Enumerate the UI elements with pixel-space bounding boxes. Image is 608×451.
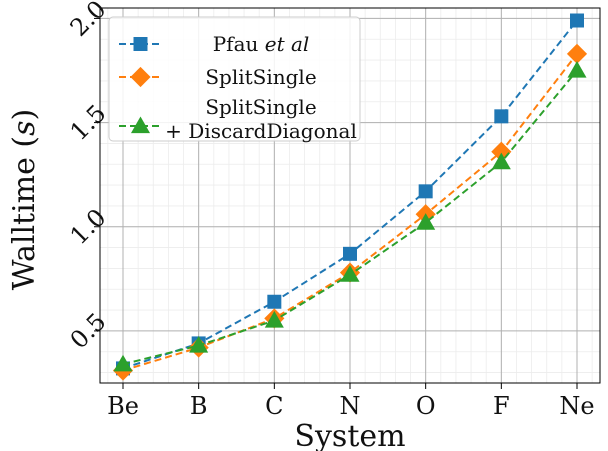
- x-tick-label: N: [340, 392, 361, 420]
- data-point: [340, 265, 360, 282]
- data-point: [343, 246, 357, 261]
- data-point: [113, 354, 133, 372]
- series-layer: [112, 13, 588, 381]
- y-tick-label: 0.5: [65, 308, 112, 355]
- data-point: [567, 60, 587, 78]
- legend-label: + DiscardDiagonal: [165, 119, 357, 143]
- x-tick-label: B: [190, 392, 208, 420]
- legend-label: SplitSingle: [205, 95, 316, 119]
- data-point: [267, 294, 282, 309]
- x-tick-label: Be: [107, 392, 139, 420]
- data-point: [264, 310, 284, 328]
- x-tick-label: O: [416, 392, 436, 420]
- x-tick-label: F: [493, 392, 510, 420]
- legend-label: Pfau et al: [213, 32, 310, 56]
- data-point: [416, 213, 436, 230]
- legend-label: SplitSingle: [205, 65, 316, 89]
- data-point: [566, 43, 588, 64]
- y-tick-label: 1.5: [65, 99, 112, 146]
- series-2: [113, 60, 587, 372]
- data-point: [189, 335, 209, 353]
- y-axis-label: Walltime (s): [7, 109, 42, 291]
- data-point: [418, 184, 433, 199]
- x-tick-label: C: [265, 392, 283, 420]
- x-axis-label: System: [294, 419, 405, 451]
- x-tick-label: Ne: [559, 392, 594, 420]
- y-tick-label: 1.0: [65, 203, 112, 250]
- legend-marker: [130, 116, 151, 134]
- legend-marker: [133, 37, 148, 51]
- data-point: [570, 13, 584, 28]
- data-point: [494, 109, 509, 124]
- legend-marker: [130, 66, 151, 88]
- y-tick-label: 2.0: [65, 0, 112, 42]
- legend-box: [108, 16, 361, 142]
- data-point: [491, 152, 511, 170]
